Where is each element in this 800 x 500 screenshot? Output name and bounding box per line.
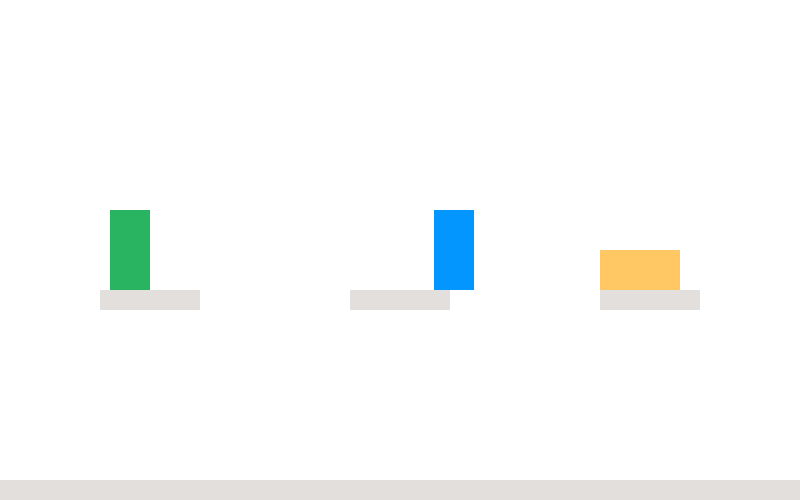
ground-floor bbox=[0, 480, 800, 500]
platform-left bbox=[100, 290, 200, 310]
blue-block[interactable] bbox=[434, 210, 474, 290]
platform-right bbox=[600, 290, 700, 310]
green-block[interactable] bbox=[110, 210, 150, 290]
platform-middle bbox=[350, 290, 450, 310]
orange-block[interactable] bbox=[600, 250, 680, 290]
